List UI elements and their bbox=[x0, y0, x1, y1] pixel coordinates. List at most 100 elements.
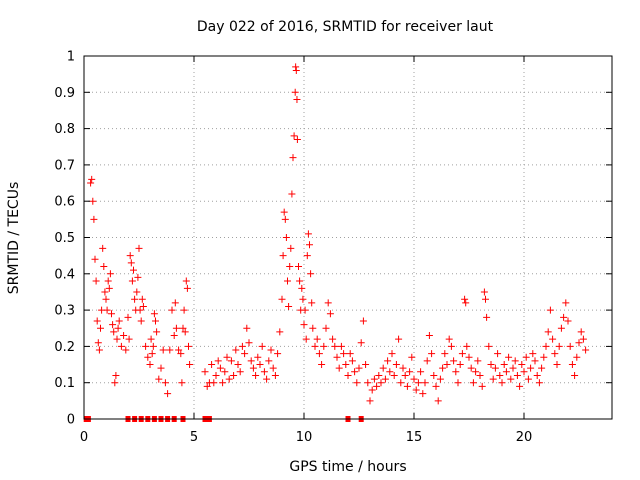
data-point bbox=[280, 208, 288, 216]
data-point bbox=[535, 379, 543, 387]
data-point bbox=[408, 353, 416, 361]
data-point bbox=[109, 321, 117, 329]
data-point bbox=[133, 288, 141, 296]
data-point bbox=[469, 379, 477, 387]
data-point bbox=[417, 368, 425, 376]
data-point bbox=[113, 335, 121, 343]
data-point bbox=[281, 215, 289, 223]
data-point bbox=[368, 386, 376, 394]
data-point bbox=[278, 295, 286, 303]
data-point bbox=[520, 368, 528, 376]
data-point bbox=[439, 364, 447, 372]
data-point bbox=[308, 299, 316, 307]
data-point bbox=[502, 368, 510, 376]
data-point bbox=[201, 368, 209, 376]
data-point bbox=[111, 379, 119, 387]
data-point bbox=[324, 299, 332, 307]
data-point bbox=[249, 364, 257, 372]
data-point bbox=[384, 357, 392, 365]
data-point bbox=[553, 361, 561, 369]
data-point bbox=[92, 277, 100, 285]
data-point bbox=[287, 244, 295, 252]
data-point bbox=[414, 379, 422, 387]
data-point bbox=[509, 364, 517, 372]
data-point bbox=[434, 397, 442, 405]
data-point bbox=[142, 342, 150, 350]
data-point bbox=[307, 270, 315, 278]
data-point bbox=[144, 353, 152, 361]
data-point bbox=[292, 67, 300, 75]
data-point bbox=[465, 353, 473, 361]
data-point bbox=[293, 135, 301, 143]
data-point bbox=[124, 313, 132, 321]
data-point bbox=[227, 357, 235, 365]
data-point bbox=[456, 361, 464, 369]
data-point bbox=[208, 361, 216, 369]
data-point bbox=[421, 379, 429, 387]
data-point bbox=[544, 328, 552, 336]
data-point bbox=[498, 379, 506, 387]
data-point bbox=[395, 335, 403, 343]
data-point bbox=[95, 346, 103, 354]
data-point bbox=[232, 346, 240, 354]
data-point bbox=[292, 63, 300, 71]
data-point bbox=[538, 364, 546, 372]
data-point bbox=[472, 368, 480, 376]
data-point bbox=[120, 332, 128, 340]
data-point bbox=[241, 350, 249, 358]
data-point bbox=[181, 328, 189, 336]
data-point bbox=[344, 371, 352, 379]
data-point bbox=[126, 252, 134, 260]
data-point bbox=[315, 350, 323, 358]
data-point bbox=[573, 353, 581, 361]
data-point bbox=[555, 342, 563, 350]
data-point bbox=[258, 342, 266, 350]
data-point bbox=[221, 368, 229, 376]
data-point bbox=[90, 215, 98, 223]
data-point bbox=[337, 342, 345, 350]
data-point bbox=[285, 302, 293, 310]
data-point bbox=[282, 234, 290, 241]
data-point bbox=[106, 270, 114, 278]
data-point bbox=[381, 375, 389, 383]
data-point bbox=[313, 335, 321, 343]
data-point bbox=[575, 339, 583, 347]
data-point bbox=[290, 132, 298, 140]
data-point bbox=[362, 361, 370, 369]
data-point bbox=[467, 364, 475, 372]
data-point bbox=[353, 379, 361, 387]
data-point bbox=[311, 342, 319, 350]
data-point bbox=[238, 342, 246, 350]
data-point bbox=[153, 328, 161, 336]
data-point bbox=[577, 328, 585, 336]
data-point bbox=[137, 317, 145, 325]
axis-ticks: 00.10.20.30.40.50.60.70.80.910 5 10 15 20 bbox=[54, 50, 612, 445]
data-point bbox=[149, 342, 157, 350]
x-tick-label: 20 bbox=[516, 430, 533, 445]
data-point bbox=[357, 339, 365, 347]
data-point bbox=[346, 350, 354, 358]
data-point bbox=[89, 197, 97, 205]
data-point bbox=[254, 353, 262, 361]
data-point bbox=[152, 317, 159, 325]
data-point bbox=[364, 379, 372, 387]
y-tick-label: 0.3 bbox=[54, 304, 75, 319]
data-point bbox=[128, 277, 136, 285]
data-point bbox=[284, 277, 291, 285]
data-point bbox=[214, 357, 222, 365]
y-tick-label: 0.6 bbox=[54, 195, 75, 210]
data-point bbox=[88, 175, 96, 183]
data-point bbox=[216, 364, 224, 372]
data-point bbox=[309, 324, 317, 332]
data-point bbox=[263, 375, 271, 383]
data-point bbox=[322, 324, 330, 332]
data-point bbox=[474, 357, 482, 365]
data-point bbox=[148, 350, 156, 358]
data-point bbox=[230, 371, 238, 379]
data-point bbox=[511, 357, 519, 365]
data-point bbox=[375, 371, 383, 379]
data-point bbox=[463, 342, 471, 350]
data-point bbox=[452, 368, 460, 376]
data-point bbox=[303, 252, 311, 260]
